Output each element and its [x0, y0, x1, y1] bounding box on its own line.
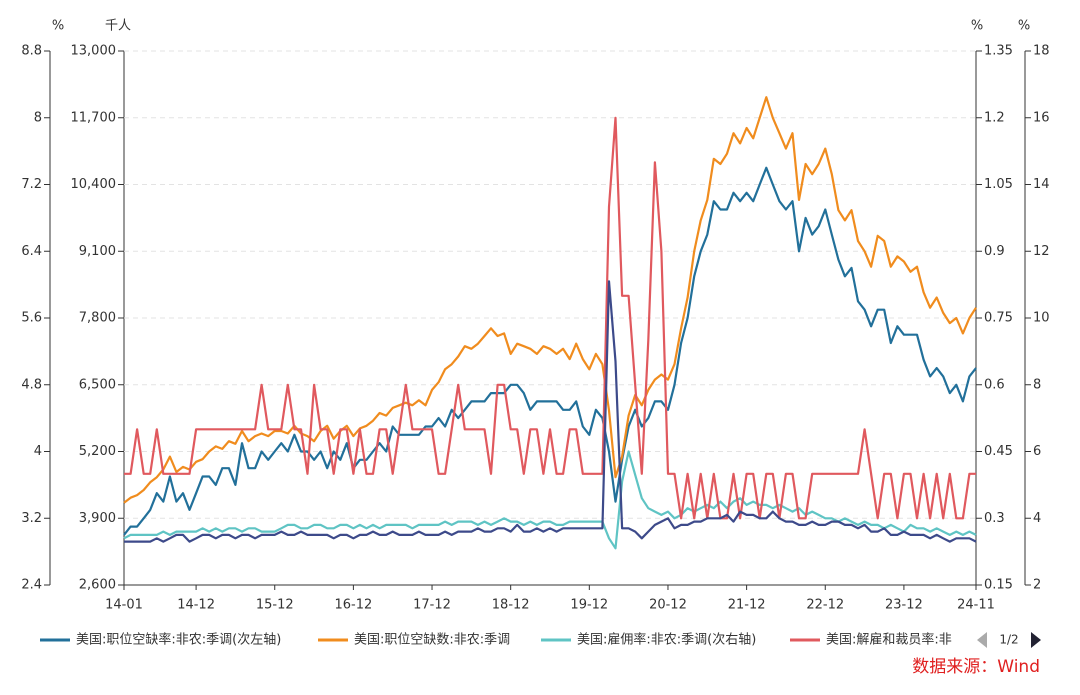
y-tick-label: 9,100: [79, 244, 116, 259]
series-line: [123, 450, 977, 550]
legend-label: 美国:职位空缺率:非农:季调(次左轴): [76, 632, 281, 648]
y-tick-label: 0.15: [984, 578, 1013, 593]
series-line: [124, 280, 977, 543]
y-tick-label: 1.35: [984, 44, 1013, 59]
axis-unit: %: [971, 19, 983, 34]
y-tick-label: 6,500: [79, 377, 116, 392]
y-tick-label: 7,800: [79, 311, 116, 326]
y-tick-label: 12: [1033, 244, 1050, 259]
y-tick-label: 3,900: [79, 511, 116, 526]
legend-label: 美国:雇佣率:非农:季调(次右轴): [577, 632, 756, 648]
x-tick-label: 15-12: [256, 598, 294, 613]
y-tick-label: 6.4: [21, 244, 42, 259]
y-tick-label: 2.4: [21, 578, 42, 593]
y-tick-label: 5.6: [21, 311, 42, 326]
legend-page: 1/2: [999, 633, 1018, 647]
x-tick-label: 20-12: [649, 598, 687, 613]
source: 数据来源：Wind: [912, 657, 1040, 677]
y-tick-label: 7.2: [21, 177, 42, 192]
y-tick-label: 5,200: [79, 444, 116, 459]
y-tick-label: 0.3: [984, 511, 1005, 526]
y-tick-label: 1.05: [984, 177, 1013, 192]
y-tick-label: 4.8: [21, 377, 42, 392]
y-tick-label: 0.45: [984, 444, 1013, 459]
y-tick-label: 3.2: [21, 511, 42, 526]
x-tick-label: 19-12: [570, 598, 608, 613]
x-tick-label: 21-12: [728, 598, 766, 613]
y-tick-label: 4: [1033, 511, 1041, 526]
y-tick-label: 11,700: [71, 110, 117, 125]
y-tick-label: 10,400: [71, 177, 117, 192]
x-tick-label: 14-01: [105, 598, 143, 613]
series-line: [123, 166, 977, 536]
x-tick-label: 18-12: [492, 598, 530, 613]
legend-label: 美国:解雇和裁员率:非: [826, 632, 952, 648]
axis-unit: %: [1018, 19, 1030, 34]
y-tick-label: 18: [1033, 44, 1050, 59]
legend-label: 美国:职位空缺数:非农:季调: [354, 633, 510, 648]
y-tick-label: 8.8: [21, 44, 42, 59]
y-tick-label: 2: [1033, 578, 1041, 593]
y-tick-label: 2,600: [79, 578, 116, 593]
series-line: [124, 116, 976, 520]
y-tick-label: 10: [1033, 311, 1050, 326]
x-tick-label: 23-12: [885, 598, 923, 613]
y-tick-label: 0.9: [984, 244, 1005, 259]
y-tick-label: 14: [1033, 177, 1050, 192]
axis-unit: 千人: [105, 19, 131, 34]
x-tick-label: 24-11: [957, 598, 995, 613]
y-tick-label: 8: [1033, 377, 1041, 392]
y-tick-label: 1.2: [984, 110, 1005, 125]
y-tick-label: 0.75: [984, 311, 1013, 326]
y-tick-label: 13,000: [71, 44, 117, 59]
y-tick-label: 0.6: [984, 377, 1005, 392]
y-tick-label: 6: [1033, 444, 1041, 459]
legend-prev[interactable]: [977, 632, 987, 648]
series-line: [123, 96, 977, 504]
axis-unit: %: [52, 19, 64, 34]
legend-next[interactable]: [1031, 632, 1041, 648]
x-tick-label: 16-12: [334, 598, 372, 613]
y-tick-label: 8: [34, 110, 42, 125]
x-tick-label: 17-12: [413, 598, 451, 613]
x-tick-label: 22-12: [806, 598, 844, 613]
y-tick-label: 16: [1033, 110, 1050, 125]
y-tick-label: 4: [34, 444, 42, 459]
x-tick-label: 14-12: [177, 598, 215, 613]
